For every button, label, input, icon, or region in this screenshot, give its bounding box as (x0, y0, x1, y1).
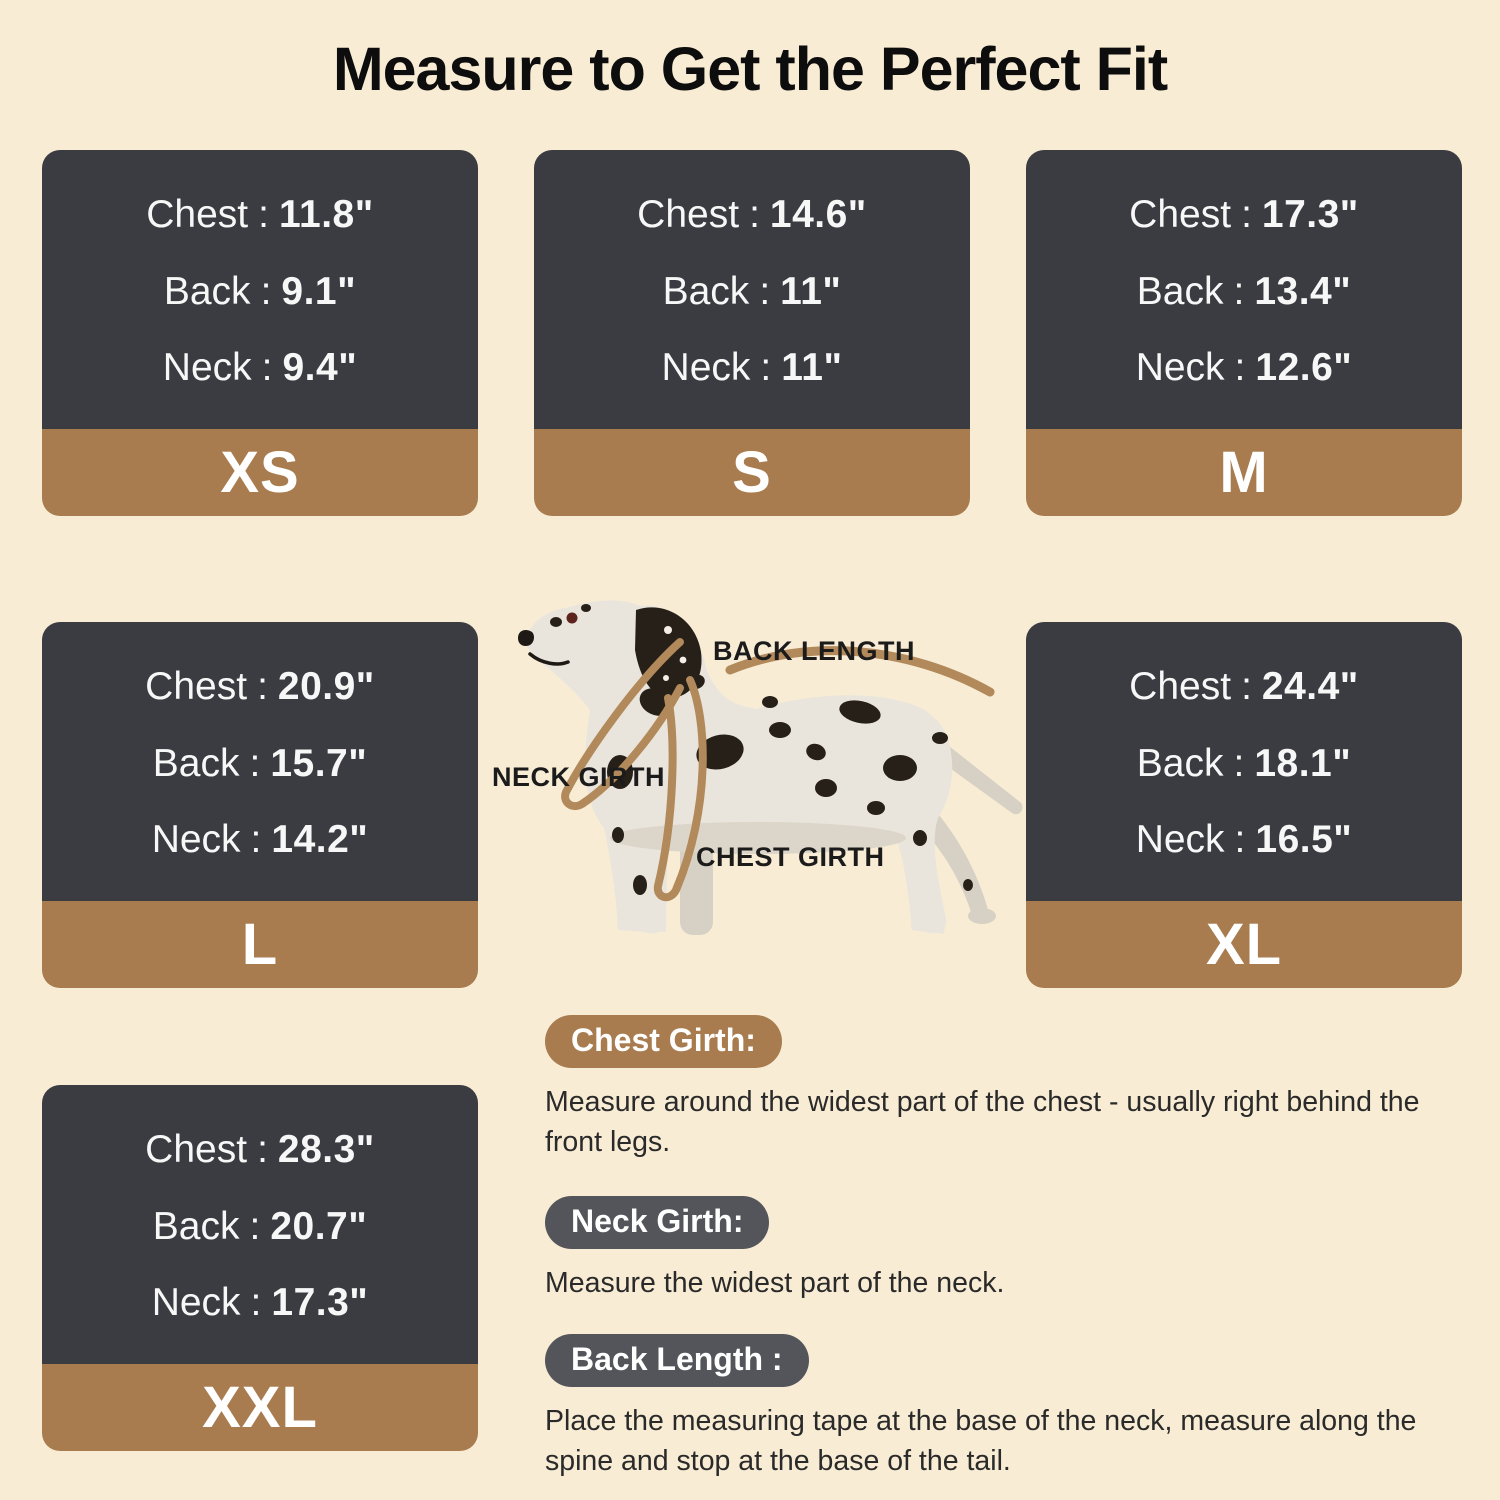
neck-girth-label: NECK GIRTH (492, 762, 665, 792)
neck-measurement: Neck:14.2" (151, 818, 369, 862)
chest-measurement: Chest:17.3" (1129, 192, 1359, 236)
dog-face (518, 612, 578, 666)
chest-girth-label: CHEST GIRTH (696, 842, 885, 872)
chest-girth-band (653, 676, 707, 902)
neck-measurement: Neck:16.5" (1135, 818, 1353, 862)
chest-girth-text: Measure around the widest part of the ch… (545, 1086, 1420, 1158)
size-card-xxl-specs: Chest:28.3" Back:20.7" Neck:17.3" (42, 1085, 478, 1364)
size-card-xs-specs: Chest:11.8" Back:9.1" Neck:9.4" (42, 150, 478, 429)
neck-measurement: Neck:11" (661, 346, 843, 390)
back-measurement: Back:15.7" (152, 741, 368, 785)
chest-girth-badge: Chest Girth: (545, 1015, 782, 1068)
chest-girth-instruction: Chest Girth: Measure around the widest p… (545, 1015, 1480, 1162)
size-card-xl: Chest:24.4" Back:18.1" Neck:16.5" XL (1026, 622, 1462, 988)
size-label-s: S (534, 429, 970, 516)
back-length-label: BACK LENGTH (713, 636, 915, 666)
dog-illustration (518, 600, 1023, 935)
neck-girth-text: Measure the widest part of the neck. (545, 1267, 1005, 1299)
neck-girth-instruction: Neck Girth: Measure the widest part of t… (545, 1196, 1480, 1303)
size-label-m: M (1026, 429, 1462, 516)
back-length-text: Place the measuring tape at the base of … (545, 1405, 1417, 1477)
size-card-s: Chest:14.6" Back:11" Neck:11" S (534, 150, 970, 516)
size-card-l-specs: Chest:20.9" Back:15.7" Neck:14.2" (42, 622, 478, 901)
neck-measurement: Neck:9.4" (162, 346, 358, 390)
size-card-m-specs: Chest:17.3" Back:13.4" Neck:12.6" (1026, 150, 1462, 429)
neck-measurement: Neck:12.6" (1135, 346, 1353, 390)
back-measurement: Back:13.4" (1136, 269, 1352, 313)
back-length-arc (725, 646, 995, 697)
dog-body (525, 600, 953, 934)
chest-measurement: Chest:20.9" (145, 664, 375, 708)
size-label-xl: XL (1026, 901, 1462, 988)
chest-measurement: Chest:14.6" (637, 192, 867, 236)
size-card-m: Chest:17.3" Back:13.4" Neck:12.6" M (1026, 150, 1462, 516)
chest-measurement: Chest:24.4" (1129, 664, 1359, 708)
size-label-xxl: XXL (42, 1364, 478, 1451)
back-measurement: Back:20.7" (152, 1204, 368, 1248)
size-card-xxl: Chest:28.3" Back:20.7" Neck:17.3" XXL (42, 1085, 478, 1451)
back-length-instruction: Back Length : Place the measuring tape a… (545, 1334, 1480, 1481)
size-card-xs: Chest:11.8" Back:9.1" Neck:9.4" XS (42, 150, 478, 516)
chest-measurement: Chest:11.8" (146, 192, 374, 236)
size-label-xs: XS (42, 429, 478, 516)
size-card-xl-specs: Chest:24.4" Back:18.1" Neck:16.5" (1026, 622, 1462, 901)
neck-measurement: Neck:17.3" (151, 1281, 369, 1325)
back-measurement: Back:11" (662, 269, 842, 313)
back-measurement: Back:18.1" (1136, 741, 1352, 785)
neck-girth-badge: Neck Girth: (545, 1196, 770, 1249)
size-label-l: L (42, 901, 478, 988)
back-length-badge: Back Length : (545, 1334, 809, 1387)
back-measurement: Back:9.1" (163, 269, 357, 313)
size-card-s-specs: Chest:14.6" Back:11" Neck:11" (534, 150, 970, 429)
chest-measurement: Chest:28.3" (145, 1127, 375, 1171)
neck-girth-band (561, 638, 684, 811)
size-card-l: Chest:20.9" Back:15.7" Neck:14.2" L (42, 622, 478, 988)
page-title: Measure to Get the Perfect Fit (332, 35, 1168, 103)
